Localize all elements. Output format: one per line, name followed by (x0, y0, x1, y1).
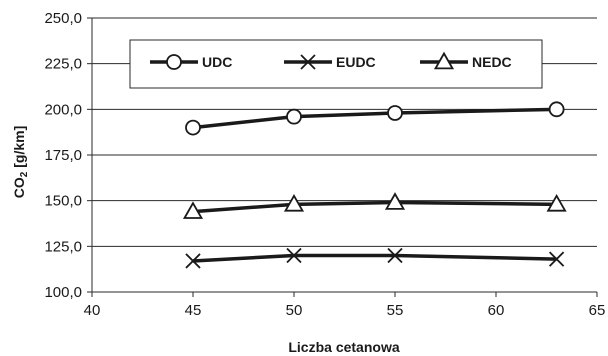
y-tick-label: 225,0 (44, 56, 82, 73)
data-point-eudc (286, 247, 302, 264)
x-tick-label: 65 (589, 302, 606, 319)
y-tick-label: 150,0 (44, 193, 82, 210)
series-eudc (185, 247, 565, 269)
x-tick-label: 45 (185, 302, 202, 319)
y-tick-label: 200,0 (44, 101, 82, 118)
marker-x-stroke (300, 54, 316, 70)
y-axis-title-main: CO (11, 177, 27, 198)
data-point-udc (548, 101, 565, 118)
legend-item-eudc: EUDC (284, 54, 376, 70)
data-point-udc (387, 105, 403, 121)
tick-labels: 100,0 125,0 150,0 175,0 200,0 225,0 250,0 40 45 5… (44, 10, 605, 319)
x-tick-label: 40 (84, 302, 101, 319)
axes (87, 17, 598, 297)
data-point-eudc (548, 251, 565, 267)
series-lines (182, 101, 567, 269)
series-line-eudc (192, 253, 557, 263)
series-line-udc (192, 107, 557, 130)
y-axis-title-sub: 2 (19, 171, 30, 177)
y-axis-title: CO2 [g/km] (11, 126, 30, 198)
legend-box (129, 39, 543, 89)
legend-label-nedc: NEDC (472, 54, 512, 70)
data-point-eudc (185, 253, 201, 269)
series-line-nedc (192, 200, 557, 214)
x-tick-label: 55 (387, 302, 404, 319)
y-tick-label: 125,0 (44, 238, 82, 255)
data-point-nedc (283, 194, 305, 212)
marker-x-stroke (286, 247, 302, 264)
y-tick-label: 175,0 (44, 147, 82, 164)
y-axis-title-unit: [g/km] (11, 126, 27, 172)
legend-item-udc: UDC (150, 54, 232, 70)
data-point-eudc (387, 247, 403, 264)
data-point-nedc (182, 201, 204, 219)
legend-label-udc: UDC (202, 54, 232, 70)
legend-marker-nedc (433, 51, 455, 70)
x-tick-label: 50 (286, 302, 303, 319)
x-axis-title: Liczba cetanowa (288, 339, 399, 355)
x-tick-label: 60 (488, 302, 505, 319)
legend: UDC EUDC NEDC (129, 39, 543, 89)
marker-x-stroke (185, 253, 201, 269)
y-tick-label: 250,0 (44, 10, 82, 27)
data-point-udc (286, 108, 302, 125)
legend-item-nedc: NEDC (420, 51, 512, 70)
marker-x-stroke (548, 251, 565, 267)
data-point-nedc (546, 194, 567, 212)
legend-label-eudc: EUDC (336, 54, 376, 70)
series-udc (185, 101, 565, 136)
legend-marker-eudc (300, 54, 316, 70)
y-tick-label: 100,0 (44, 284, 82, 301)
data-point-nedc (384, 192, 406, 210)
marker-x-stroke (387, 247, 403, 264)
legend-marker-udc (166, 54, 182, 70)
series-nedc (182, 192, 567, 219)
data-point-udc (185, 119, 201, 136)
